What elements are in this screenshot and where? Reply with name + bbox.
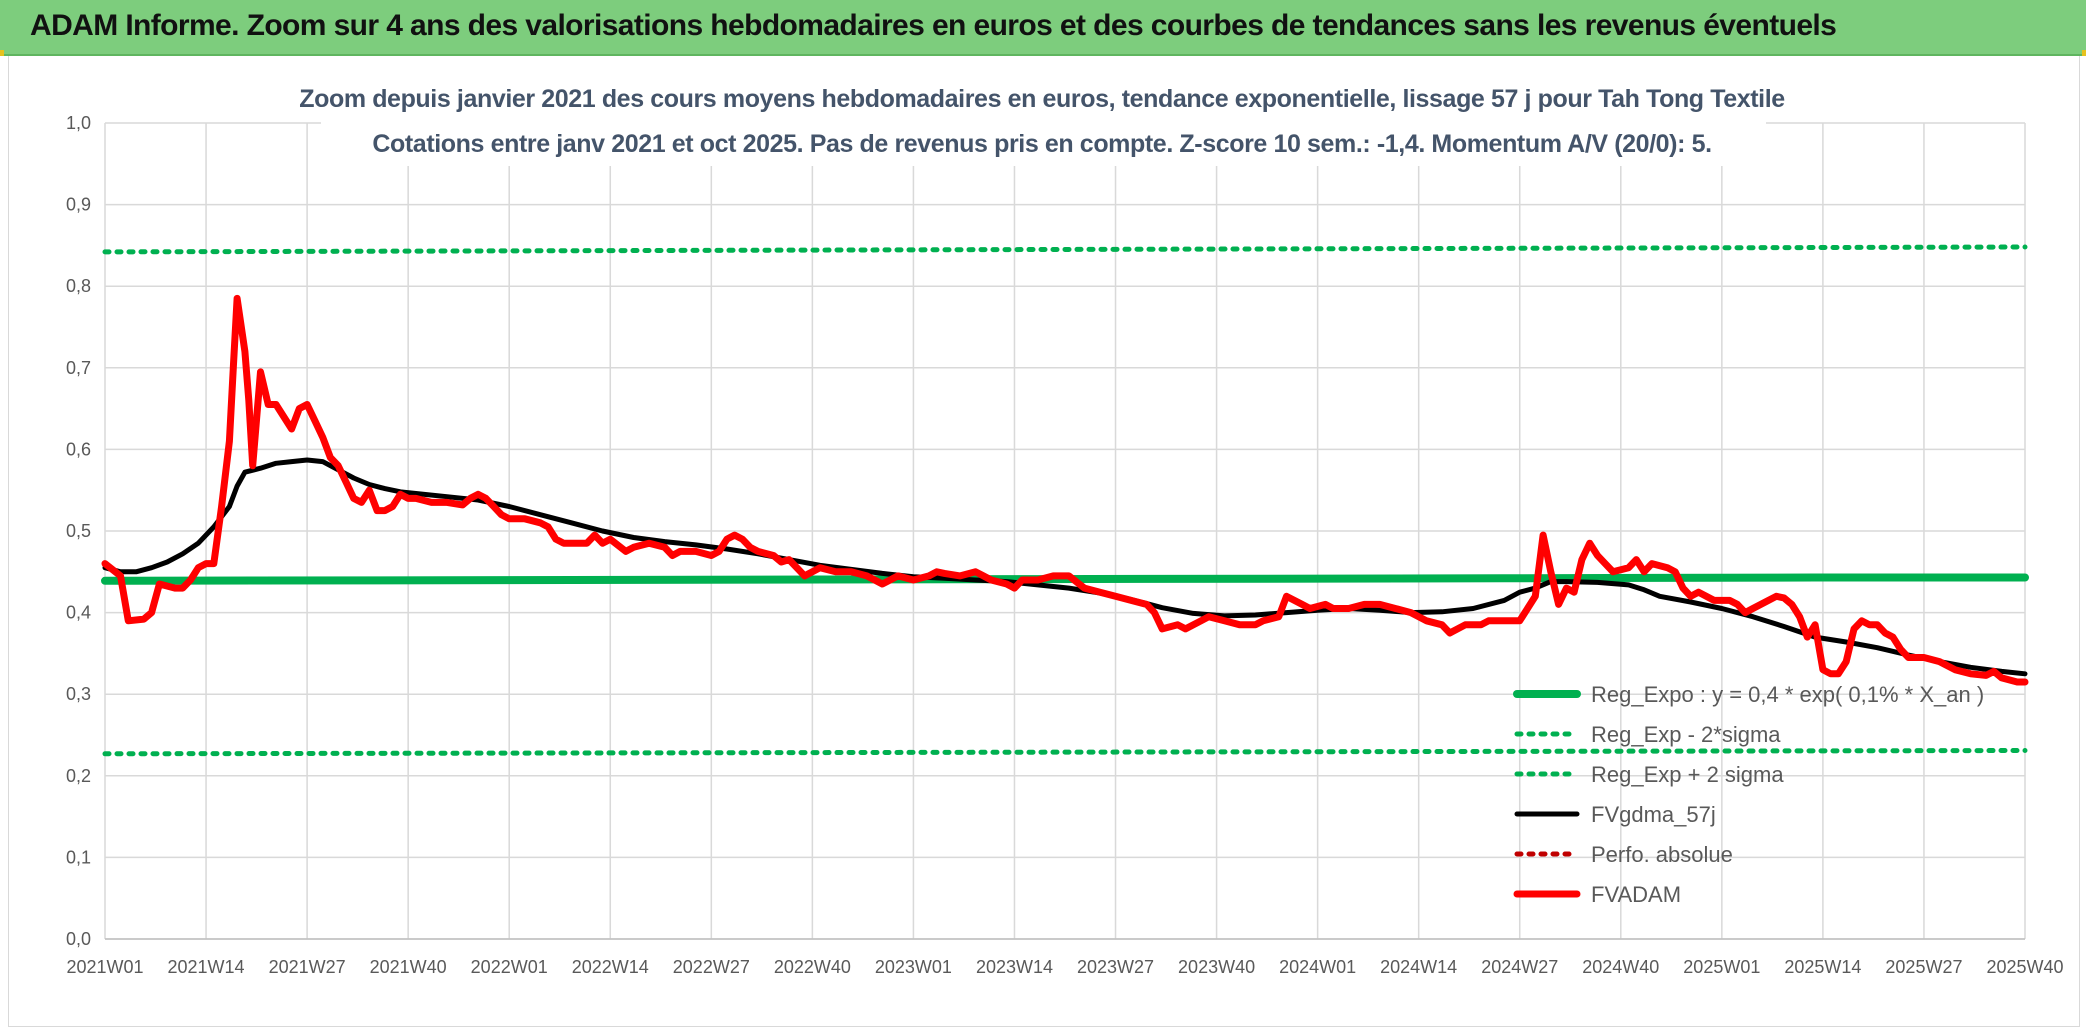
x-tick-label: 2022W27 xyxy=(673,957,750,977)
y-tick-label: 0,5 xyxy=(66,521,91,541)
y-axis: 0,0 0,1 0,2 0,3 0,4 0,5 0,6 0,7 0,8 0,9 1,0 xyxy=(66,113,91,949)
x-tick-label: 2025W01 xyxy=(1683,957,1760,977)
y-tick-label: 0,6 xyxy=(66,439,91,459)
banner-accent-left xyxy=(0,50,4,56)
series-line-5 xyxy=(101,294,2029,686)
y-tick-label: 0,9 xyxy=(66,195,91,215)
y-tick-label: 1,0 xyxy=(66,113,91,133)
x-tick-label: 2021W27 xyxy=(269,957,346,977)
x-tick-label: 2024W40 xyxy=(1582,957,1659,977)
legend-label: Reg_Exp + 2 sigma xyxy=(1591,762,1784,787)
x-tick-label: 2025W40 xyxy=(1986,957,2063,977)
chart-subtitle: Cotations entre janv 2021 et oct 2025. P… xyxy=(372,130,1711,158)
legend: Reg_Expo : y = 0,4 * exp( 0,1% * X_an ) R… xyxy=(1507,672,2007,908)
y-tick-label: 0,8 xyxy=(66,276,91,296)
y-tick-label: 0,0 xyxy=(66,929,91,949)
legend-label: FVgdma_57j xyxy=(1591,802,1716,827)
chart-title: Zoom depuis janvier 2021 des cours moyen… xyxy=(299,85,1785,113)
chart-svg: 0,0 0,1 0,2 0,3 0,4 0,5 0,6 0,7 0,8 0,9 1,0 2021W0… xyxy=(66,56,2064,977)
legend-label: Perfo. absolue xyxy=(1591,842,1733,867)
x-tick-label: 2022W14 xyxy=(572,957,649,977)
chart-area: 0,0 0,1 0,2 0,3 0,4 0,5 0,6 0,7 0,8 0,9 1,0 2021W0… xyxy=(8,56,2080,1027)
x-tick-label: 2024W01 xyxy=(1279,957,1356,977)
x-tick-label: 2024W27 xyxy=(1481,957,1558,977)
x-tick-label: 2023W40 xyxy=(1178,957,1255,977)
y-tick-label: 0,7 xyxy=(66,358,91,378)
y-tick-label: 0,4 xyxy=(66,603,91,623)
y-tick-label: 0,2 xyxy=(66,766,91,786)
x-tick-label: 2023W27 xyxy=(1077,957,1154,977)
x-tick-label: 2022W40 xyxy=(774,957,851,977)
x-tick-label: 2025W14 xyxy=(1784,957,1861,977)
series-line-1 xyxy=(102,748,2028,757)
chart-titles: Zoom depuis janvier 2021 des cours moyen… xyxy=(299,56,1786,166)
banner-accent-right xyxy=(2082,50,2086,56)
series-line-2 xyxy=(102,244,2028,255)
report-banner: ADAM Informe. Zoom sur 4 ans des valoris… xyxy=(0,0,2086,56)
legend-label: Reg_Expo : y = 0,4 * exp( 0,1% * X_an ) xyxy=(1591,682,1984,707)
series-line-0 xyxy=(101,573,2029,585)
y-tick-label: 0,1 xyxy=(66,847,91,867)
x-tick-label: 2021W40 xyxy=(370,957,447,977)
title-background xyxy=(321,56,1766,166)
report-title: ADAM Informe. Zoom sur 4 ans des valoris… xyxy=(30,9,1837,42)
x-tick-label: 2023W14 xyxy=(976,957,1053,977)
x-tick-label: 2025W27 xyxy=(1885,957,1962,977)
series-line-3 xyxy=(102,457,2028,677)
x-tick-label: 2021W14 xyxy=(168,957,245,977)
legend-label: Reg_Exp - 2*sigma xyxy=(1591,722,1781,747)
x-tick-label: 2022W01 xyxy=(471,957,548,977)
x-tick-label: 2023W01 xyxy=(875,957,952,977)
y-tick-label: 0,3 xyxy=(66,684,91,704)
x-tick-label: 2024W14 xyxy=(1380,957,1457,977)
series-layer xyxy=(101,244,2029,757)
x-axis: 2021W01 2021W14 2021W27 2021W40 2022W01 2022W… xyxy=(66,957,2063,977)
x-tick-label: 2021W01 xyxy=(66,957,143,977)
legend-label: FVADAM xyxy=(1591,882,1681,907)
legend-box xyxy=(1507,672,2007,908)
